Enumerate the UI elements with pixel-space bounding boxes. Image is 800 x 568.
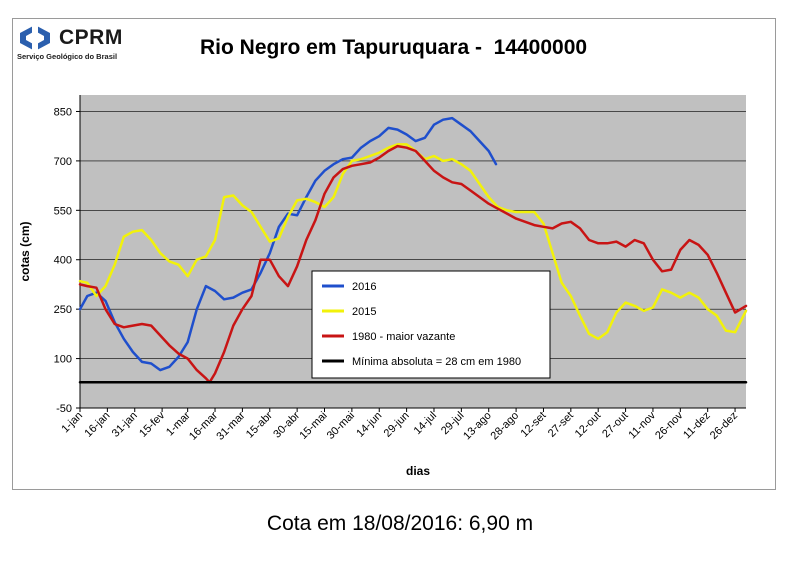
y-tick-label: 400 — [54, 255, 72, 267]
y-tick-label: 250 — [54, 304, 72, 316]
y-tick-label: -50 — [56, 403, 72, 415]
series-line-1 — [78, 143, 748, 341]
x-tick-label: 12-out — [573, 410, 604, 441]
legend-label: 2016 — [352, 281, 376, 293]
chart-svg: -501002504005507008501-jan16-jan31-jan15… — [18, 95, 748, 478]
x-tick-label: 26-nov — [653, 409, 686, 442]
x-tick-label: 27-set — [546, 410, 576, 440]
x-tick-label: 12-set — [518, 410, 548, 440]
logo-subtitle: Serviço Geológico do Brasil — [17, 52, 118, 61]
x-tick-label: 11-nov — [626, 409, 658, 441]
chart-title: Rio Negro em Tapuruquara - 14400000 — [200, 36, 588, 59]
x-tick-label: 14-jun — [354, 410, 384, 440]
x-tick-label: 16-jan — [82, 410, 112, 440]
x-axis-label: dias — [406, 464, 430, 478]
y-tick-label: 100 — [54, 354, 72, 366]
legend-label: 1980 - maior vazante — [352, 331, 455, 343]
y-tick-label: 550 — [54, 205, 72, 217]
x-tick-label: 30-abr — [271, 409, 302, 440]
x-tick-label: 15-abr — [244, 409, 275, 440]
y-tick-label: 700 — [54, 156, 72, 168]
y-axis-label: cotas (cm) — [18, 221, 32, 281]
cprm-logo: CPRM Serviço Geológico do Brasil — [17, 24, 177, 64]
y-tick-label: 850 — [54, 106, 72, 118]
x-tick-label: 14-jul — [412, 410, 440, 438]
cprm-logo-icon — [20, 25, 50, 51]
legend-label: 2015 — [352, 306, 376, 318]
x-tick-label: 13-ago — [461, 410, 494, 443]
caption: Cota em 18/08/2016: 6,90 m — [266, 512, 534, 535]
x-tick-label: 28-ago — [488, 410, 521, 443]
x-tick-label: 15-mai — [297, 410, 329, 442]
legend-box — [311, 270, 551, 379]
series-line-2 — [78, 144, 748, 384]
x-tick-label: 30-mai — [325, 410, 357, 442]
series-line-0 — [78, 116, 498, 372]
x-tick-label: 16-mar — [187, 409, 220, 442]
x-tick-label: 15-fev — [137, 409, 167, 439]
x-tick-label: 31-mar — [214, 409, 247, 442]
x-tick-label: 31-jan — [110, 410, 140, 440]
logo-name: CPRM — [59, 26, 123, 49]
legend-label: Mínima absoluta = 28 cm em 1980 — [352, 356, 521, 368]
x-tick-label: 27-out — [600, 410, 631, 441]
x-tick-label: 29-jun — [382, 410, 412, 440]
x-tick-label: 11-dez — [681, 410, 713, 442]
x-tick-label: 26-dez — [708, 410, 740, 442]
